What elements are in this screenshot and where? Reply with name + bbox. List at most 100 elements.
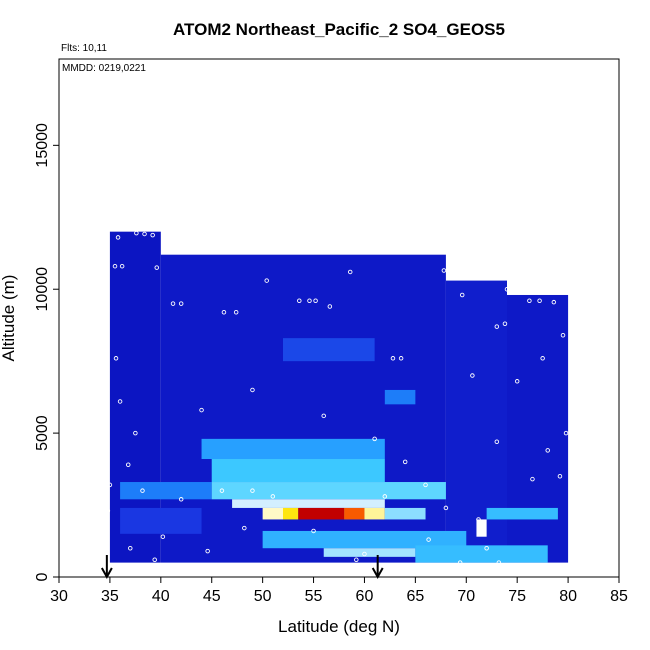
flight-point-44 bbox=[423, 482, 428, 488]
heatmap-cell-19 bbox=[262, 530, 467, 549]
flight-point-12 bbox=[297, 298, 302, 303]
y-axis: 0 5000 10000 15000 bbox=[34, 123, 59, 581]
x-tick-label-50: 50 bbox=[254, 588, 272, 605]
flight-point-67 bbox=[426, 537, 431, 542]
flights-annotation: Flts: 10,11 bbox=[61, 43, 107, 54]
flight-point-37 bbox=[219, 488, 225, 493]
flight-point-33 bbox=[107, 482, 113, 488]
heatmap-cell-18 bbox=[486, 507, 558, 520]
flight-point-41 bbox=[362, 551, 367, 557]
flight-point-25 bbox=[494, 324, 500, 329]
flight-point-38 bbox=[250, 488, 255, 493]
flight-point-35 bbox=[140, 488, 145, 493]
flight-point-65 bbox=[128, 545, 133, 551]
flight-point-53 bbox=[494, 439, 500, 444]
flight-point-49 bbox=[530, 476, 535, 482]
flight-point-30 bbox=[117, 399, 123, 404]
flight-point-58 bbox=[250, 387, 255, 393]
flight-point-51 bbox=[563, 430, 569, 436]
flight-point-54 bbox=[514, 379, 520, 384]
flight-point-8 bbox=[178, 301, 184, 306]
heatmap-cell-11 bbox=[262, 507, 283, 520]
y-axis-title: Altitude (m) bbox=[0, 275, 18, 362]
flight-point-36 bbox=[178, 497, 184, 502]
flight-point-40 bbox=[311, 528, 316, 534]
flight-point-45 bbox=[443, 505, 449, 511]
y-tick-label-0: 0 bbox=[34, 572, 51, 581]
flight-point-52 bbox=[545, 448, 550, 453]
flight-point-2 bbox=[142, 231, 147, 237]
flight-point-68 bbox=[457, 560, 463, 565]
flight-point-0 bbox=[115, 235, 121, 240]
flight-point-48 bbox=[496, 560, 502, 565]
heatmap-cell-16 bbox=[384, 507, 426, 520]
x-tick-label-45: 45 bbox=[203, 588, 221, 605]
flight-point-61 bbox=[205, 548, 210, 554]
flight-point-57 bbox=[199, 407, 204, 413]
flight-point-24 bbox=[502, 321, 508, 327]
flight-point-50 bbox=[557, 474, 563, 479]
heatmap-cell-15 bbox=[364, 507, 385, 520]
flight-point-3 bbox=[150, 232, 155, 238]
flight-point-31 bbox=[133, 430, 138, 436]
flight-point-43 bbox=[402, 459, 408, 465]
x-axis-title: Latitude (deg N) bbox=[278, 617, 400, 636]
x-tick-label-70: 70 bbox=[457, 588, 475, 605]
heatmap-cell-5 bbox=[384, 389, 416, 405]
x-tick-label-35: 35 bbox=[101, 588, 119, 605]
flight-point-4 bbox=[112, 263, 118, 269]
flight-point-56 bbox=[560, 333, 566, 338]
heatmap-cell-7 bbox=[211, 459, 385, 483]
x-tick-label-75: 75 bbox=[508, 588, 526, 605]
flight-point-66 bbox=[354, 557, 359, 562]
heatmap-cell-10 bbox=[232, 499, 385, 508]
flight-point-29 bbox=[113, 356, 119, 361]
plot-frame bbox=[58, 58, 620, 578]
flight-point-14 bbox=[313, 298, 318, 303]
heatmap-cell-22 bbox=[120, 507, 202, 534]
flight-point-60 bbox=[372, 436, 377, 442]
flight-point-19 bbox=[459, 292, 465, 298]
heatmap-cell-8 bbox=[120, 482, 212, 500]
flight-point-27 bbox=[390, 356, 396, 361]
flight-point-23 bbox=[551, 299, 557, 305]
heatmap-cell-17 bbox=[476, 519, 487, 537]
x-tick-label-55: 55 bbox=[305, 588, 323, 605]
flight-point-46 bbox=[476, 517, 481, 522]
heatmap-cell-12 bbox=[283, 507, 299, 520]
y-tick-label-15000: 15000 bbox=[34, 123, 51, 168]
flight-point-39 bbox=[270, 494, 276, 499]
x-tick-label-65: 65 bbox=[406, 588, 424, 605]
heatmap-cell-0 bbox=[109, 231, 161, 563]
flight-point-32 bbox=[125, 462, 131, 468]
flight-point-47 bbox=[484, 545, 489, 551]
flight-point-28 bbox=[398, 356, 404, 361]
heatmap-cell-6 bbox=[201, 438, 385, 460]
flight-point-59 bbox=[321, 413, 326, 419]
flight-point-26 bbox=[470, 373, 475, 378]
x-tick-label-40: 40 bbox=[152, 588, 170, 605]
chart-title: ATOM2 Northeast_Pacific_2 SO4_GEOS5 bbox=[173, 20, 505, 39]
flight-point-5 bbox=[119, 263, 125, 269]
flight-point-42 bbox=[382, 494, 388, 499]
flight-point-10 bbox=[233, 309, 239, 315]
flight-point-20 bbox=[504, 286, 510, 292]
flight-track bbox=[105, 230, 569, 565]
x-tick-label-30: 30 bbox=[50, 588, 68, 605]
heatmap-cell-21 bbox=[415, 545, 548, 563]
flight-point-18 bbox=[449, 268, 455, 273]
heatmap-cell-3 bbox=[507, 294, 569, 563]
x-tick-label-60: 60 bbox=[356, 588, 374, 605]
flight-point-13 bbox=[307, 298, 312, 303]
date-annotation: MMDD: 0219,0221 bbox=[62, 63, 146, 74]
x-tick-label-80: 80 bbox=[559, 588, 577, 605]
flight-point-1 bbox=[134, 230, 139, 236]
flight-point-64 bbox=[152, 557, 157, 562]
heatmap-cell-13 bbox=[298, 507, 345, 520]
flight-point-21 bbox=[527, 298, 532, 303]
x-axis: 30 35 40 45 50 55 60 65 70 75 80 85 bbox=[50, 577, 628, 605]
flight-point-11 bbox=[264, 278, 269, 283]
y-tick-label-5000: 5000 bbox=[34, 415, 51, 451]
flight-point-15 bbox=[327, 304, 333, 309]
